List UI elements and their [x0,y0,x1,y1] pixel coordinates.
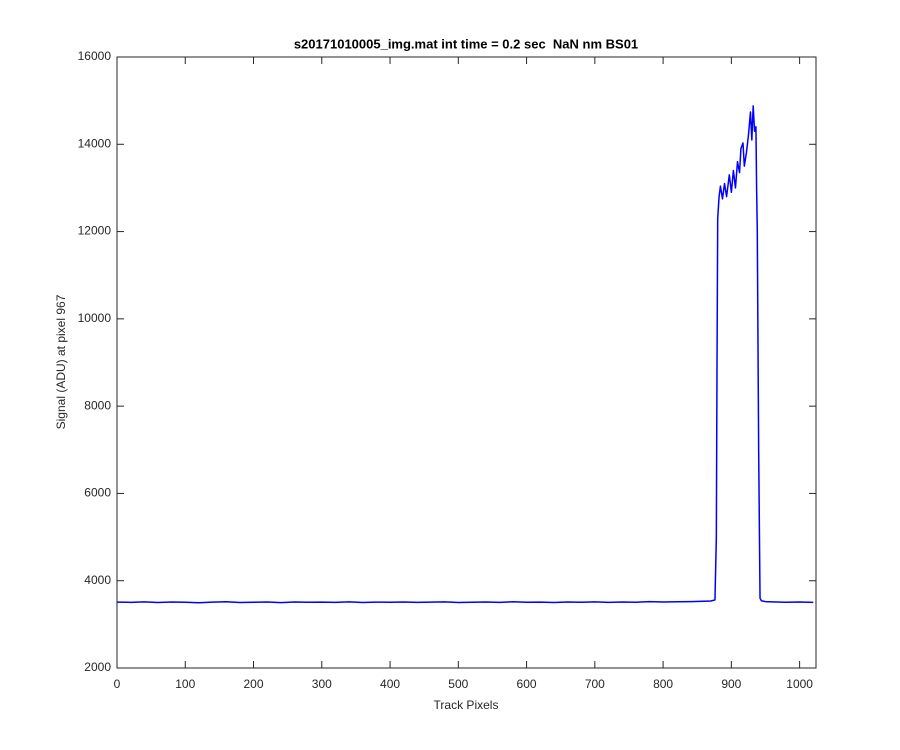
x-tick-label: 1000 [786,677,813,691]
x-axis-label: Track Pixels [434,698,499,712]
x-tick-label: 100 [175,677,195,691]
data-line [116,105,814,604]
y-tick-label: 2000 [84,660,111,674]
x-tick-label: 800 [653,677,673,691]
y-axis-label: Signal (ADU) at pixel 967 [54,294,68,429]
x-tick-label: 600 [517,677,537,691]
y-tick-label: 16000 [78,49,112,63]
x-tick-label: 0 [114,677,121,691]
plot-box [116,56,817,669]
x-tick-label: 300 [312,677,332,691]
y-tick-label: 8000 [84,398,111,412]
x-tick-label: 400 [380,677,400,691]
y-tick-label: 10000 [78,311,112,325]
y-tick-label: 12000 [78,224,112,238]
x-tick-label: 700 [585,677,605,691]
x-tick-label: 500 [448,677,468,691]
x-tick-label: 200 [244,677,264,691]
y-tick-label: 14000 [78,136,112,150]
y-tick-label: 4000 [84,573,111,587]
chart-title: s20171010005_img.mat int time = 0.2 sec … [294,36,638,51]
y-tick-label: 6000 [84,486,111,500]
x-tick-label: 900 [721,677,741,691]
